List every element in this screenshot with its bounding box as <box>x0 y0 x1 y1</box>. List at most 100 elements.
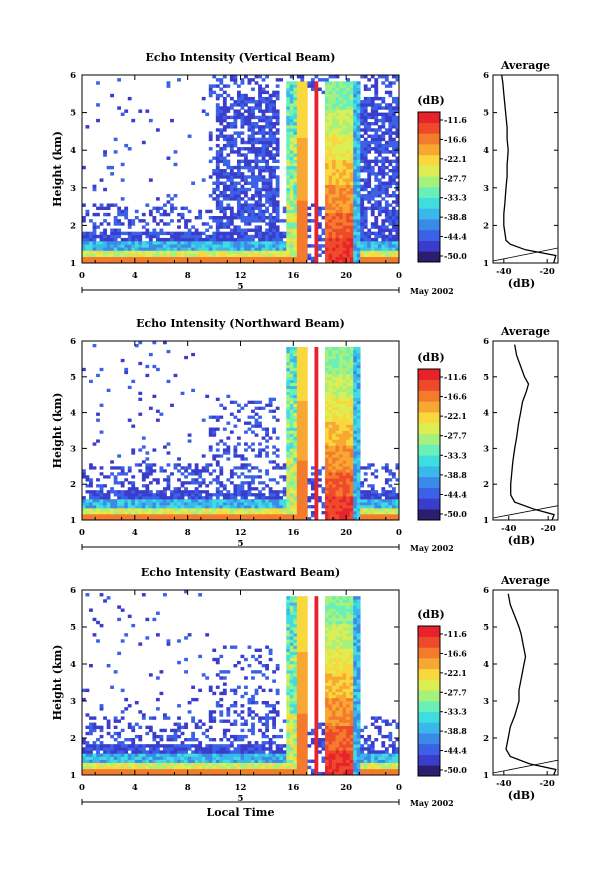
heatmap-cell <box>219 190 224 195</box>
heatmap-cell <box>251 499 255 503</box>
heatmap-cell <box>325 147 329 151</box>
heatmap-cell <box>265 514 269 518</box>
heatmap-cell <box>215 181 220 185</box>
heatmap-cell <box>198 484 203 488</box>
heatmap-cell <box>332 131 336 135</box>
heatmap-cell <box>226 159 231 164</box>
colorbar-unit: (dB) <box>417 94 444 107</box>
heatmap-cell <box>170 490 174 494</box>
heatmap-cell <box>339 190 343 195</box>
heatmap-cell <box>353 430 358 434</box>
heatmap-cell <box>360 222 365 226</box>
heatmap-cell <box>300 106 305 110</box>
heatmap-cell <box>296 394 301 398</box>
heatmap-cell <box>314 96 319 101</box>
heatmap-cell <box>233 445 238 449</box>
heatmap-cell <box>293 172 298 176</box>
heatmap-cell <box>258 481 262 485</box>
heatmap-cell <box>339 469 343 473</box>
heatmap-cell <box>279 466 284 470</box>
heatmap-cell <box>222 187 227 192</box>
heatmap-cell <box>307 517 312 521</box>
heatmap-cell <box>113 502 118 506</box>
heatmap-cell <box>134 463 139 467</box>
heatmap-cell <box>272 165 277 170</box>
heatmap-cell <box>212 197 217 201</box>
heatmap-cell <box>384 106 389 110</box>
heatmap-cell <box>342 355 347 360</box>
heatmap-cell <box>367 172 372 176</box>
heatmap-cell <box>328 442 333 446</box>
heatmap-cell <box>187 247 192 251</box>
heatmap-cell <box>325 358 329 363</box>
heatmap-cell <box>339 358 343 363</box>
heatmap-cell <box>244 159 248 164</box>
heatmap-cell <box>377 134 382 138</box>
heatmap-cell <box>289 469 294 473</box>
heatmap-cell <box>303 454 308 458</box>
heatmap-cell <box>339 122 343 126</box>
heatmap-cell <box>244 228 248 232</box>
heatmap-cell <box>349 427 354 431</box>
heatmap-cell <box>356 493 361 497</box>
heatmap-cell <box>356 244 361 248</box>
heatmap-cell <box>89 484 93 488</box>
heatmap-cell <box>286 134 291 138</box>
heatmap-cell <box>310 203 315 207</box>
heatmap-cell <box>198 490 203 494</box>
heatmap-cell <box>236 231 241 236</box>
heatmap-cell <box>377 112 382 117</box>
heatmap-cell <box>356 397 361 401</box>
heatmap-cell <box>282 490 287 494</box>
heatmap-cell <box>314 187 319 192</box>
heatmap-cell <box>148 244 153 248</box>
heatmap-cell <box>339 379 343 384</box>
heatmap-cell <box>258 451 262 455</box>
heatmap-cell <box>395 194 400 198</box>
heatmap-cell <box>240 100 245 104</box>
heatmap-cell <box>353 352 358 357</box>
heatmap-cell <box>208 175 213 179</box>
heatmap-cell <box>148 212 153 217</box>
heatmap-cell <box>205 244 210 248</box>
heatmap-cell <box>138 237 143 242</box>
heatmap-cell <box>240 137 245 142</box>
heatmap-cell <box>342 112 347 117</box>
heatmap-cell <box>215 172 220 176</box>
heatmap-cell <box>303 165 308 170</box>
heatmap-cell <box>328 475 333 479</box>
heatmap-cell <box>349 118 354 123</box>
heatmap-cell <box>384 131 389 135</box>
heatmap-cell <box>296 106 301 110</box>
heatmap-cell <box>247 212 252 217</box>
heatmap-cell <box>233 140 238 145</box>
heatmap-cell <box>159 469 164 473</box>
heatmap-cell <box>82 216 86 220</box>
heatmap-cell <box>215 442 220 446</box>
heatmap-cell <box>127 225 132 229</box>
heatmap-cell <box>332 203 336 207</box>
heatmap-cell <box>335 409 340 413</box>
heatmap-cell <box>328 370 333 375</box>
heatmap-cell <box>328 361 333 366</box>
heatmap-cell <box>381 106 386 110</box>
heatmap-cell <box>314 508 319 512</box>
heatmap-cell <box>381 147 386 151</box>
heatmap-cell <box>96 508 100 512</box>
heatmap-cell <box>342 364 347 369</box>
heatmap-cell <box>148 493 153 497</box>
heatmap-cell <box>240 244 245 248</box>
heatmap-cell <box>374 250 379 254</box>
heatmap-cell <box>286 178 291 182</box>
heatmap-cell <box>356 90 361 95</box>
heatmap-cell <box>170 511 174 515</box>
heatmap-cell <box>177 256 181 261</box>
heatmap-cell <box>265 216 269 220</box>
heatmap-cell <box>247 134 252 138</box>
heatmap-cell <box>339 511 343 515</box>
heatmap-cell <box>127 237 132 242</box>
heatmap-cell <box>325 370 329 375</box>
heatmap-cell <box>325 400 329 404</box>
heatmap-cell <box>110 460 114 464</box>
heatmap-cell <box>335 84 340 88</box>
